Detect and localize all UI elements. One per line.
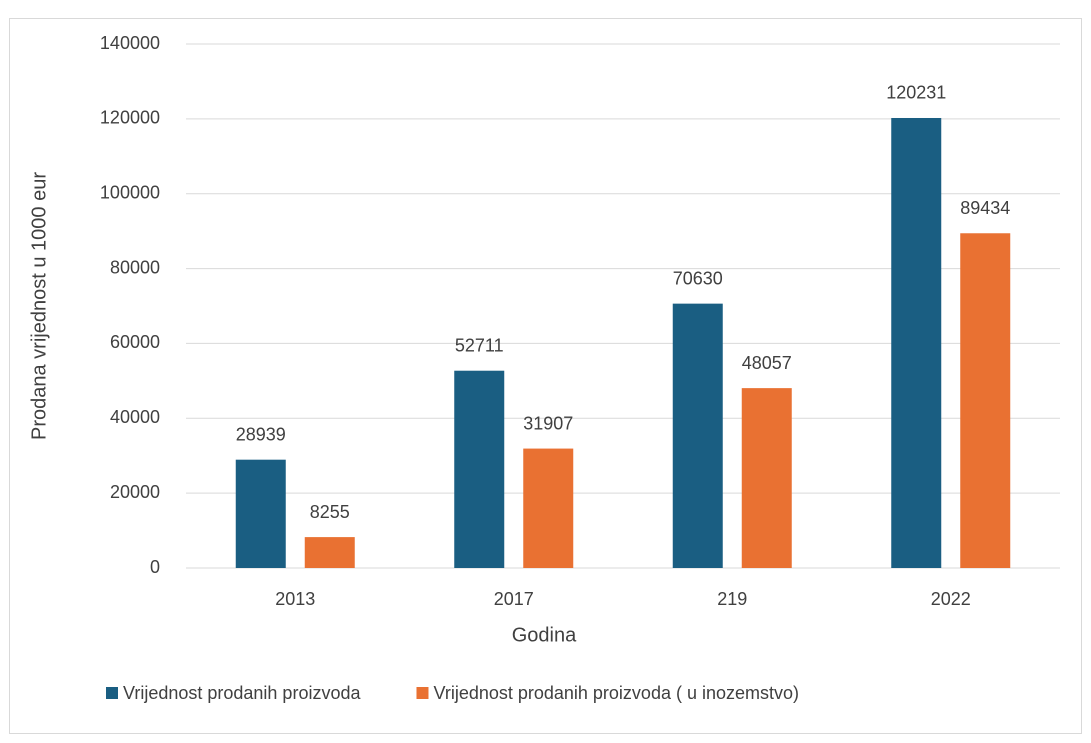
data-label: 48057 xyxy=(742,353,792,373)
x-tick-label: 2017 xyxy=(494,589,534,609)
x-tick-label: 2022 xyxy=(931,589,971,609)
y-tick-label: 80000 xyxy=(110,257,160,277)
bar xyxy=(741,388,792,568)
y-tick-label: 0 xyxy=(150,557,160,577)
y-tick-label: 40000 xyxy=(110,407,160,427)
bar xyxy=(960,233,1011,569)
legend-label: Vrijednost prodanih proizvoda xyxy=(123,683,361,703)
data-label: 8255 xyxy=(310,502,350,522)
y-tick-label: 60000 xyxy=(110,332,160,352)
bar xyxy=(454,370,505,568)
data-label: 28939 xyxy=(236,424,286,444)
x-tick-label: 219 xyxy=(717,589,747,609)
y-tick-label: 100000 xyxy=(100,182,160,202)
legend-swatch xyxy=(106,687,118,699)
data-label: 89434 xyxy=(960,198,1010,218)
data-label: 52711 xyxy=(455,335,504,355)
x-tick-label: 2013 xyxy=(275,589,315,609)
bar xyxy=(891,117,942,568)
y-tick-label: 140000 xyxy=(100,33,160,53)
bar xyxy=(523,448,574,568)
legend-label: Vrijednost prodanih proizvoda ( u inozem… xyxy=(433,683,799,703)
data-label: 120231 xyxy=(886,83,946,103)
x-axis-label: Godina xyxy=(512,624,577,646)
data-label: 70630 xyxy=(673,268,723,288)
y-tick-label: 20000 xyxy=(110,482,160,502)
bar xyxy=(672,303,723,568)
legend-swatch xyxy=(416,687,429,699)
bar xyxy=(235,459,286,568)
y-axis-label: Prodana vrijednost u 1000 eur xyxy=(28,172,50,440)
y-tick-label: 120000 xyxy=(100,108,160,128)
bar xyxy=(304,537,355,568)
data-label: 31907 xyxy=(523,413,573,433)
